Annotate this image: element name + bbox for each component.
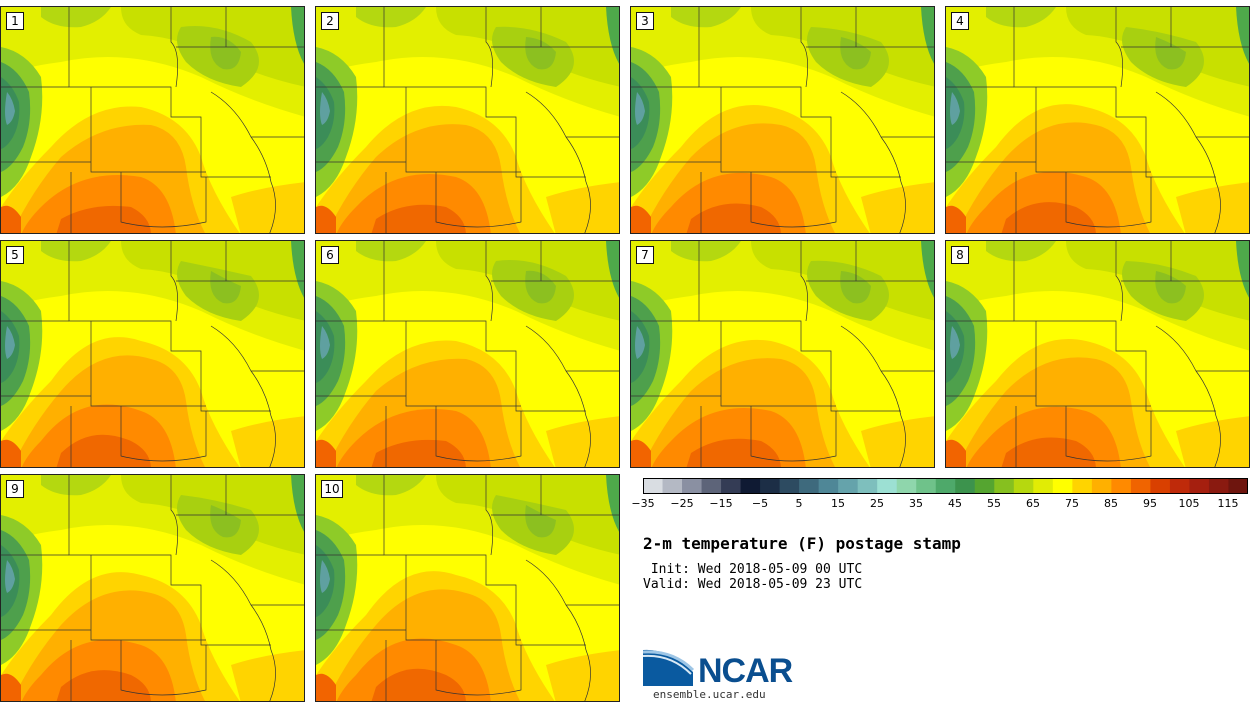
colorbar-tick-label: 75 <box>1065 497 1079 510</box>
colorbar-segment <box>1130 478 1151 494</box>
website-url: ensemble.ucar.edu <box>653 688 766 701</box>
member-number-label: 4 <box>951 12 969 30</box>
colorbar-segment <box>1072 478 1093 494</box>
colorbar-segment <box>857 478 878 494</box>
colorbar-segment <box>682 478 703 494</box>
colorbar-segment <box>1091 478 1112 494</box>
colorbar-segment <box>779 478 800 494</box>
ensemble-member-map: 6 <box>315 240 620 468</box>
colorbar-segment <box>994 478 1015 494</box>
colorbar-segment <box>818 478 839 494</box>
member-number-label: 6 <box>321 246 339 264</box>
colorbar-tick-label: 65 <box>1026 497 1040 510</box>
ensemble-member-map: 4 <box>945 6 1250 234</box>
colorbar-segment <box>896 478 917 494</box>
member-number-label: 8 <box>951 246 969 264</box>
colorbar-segment <box>1208 478 1229 494</box>
colorbar-segment <box>1111 478 1132 494</box>
colorbar-segment <box>1169 478 1190 494</box>
colorbar-segment <box>721 478 742 494</box>
valid-time: Valid: Wed 2018-05-09 23 UTC <box>643 577 863 592</box>
ensemble-member-map: 8 <box>945 240 1250 468</box>
colorbar-tick-label: 35 <box>909 497 923 510</box>
colorbar-segment <box>877 478 898 494</box>
colorbar-tick-label: 5 <box>795 497 803 510</box>
ensemble-member-map: 9 <box>0 474 305 702</box>
ensemble-member-map: 1 <box>0 6 305 234</box>
colorbar-tick-label: −15 <box>709 497 733 510</box>
colorbar-segment <box>935 478 956 494</box>
colorbar-tick-label: 45 <box>948 497 962 510</box>
colorbar-tick-label: 15 <box>831 497 845 510</box>
ensemble-member-map: 7 <box>630 240 935 468</box>
colorbar-segment <box>1033 478 1054 494</box>
colorbar-tick-label: 105 <box>1178 497 1200 510</box>
member-number-label: 7 <box>636 246 654 264</box>
colorbar-segment <box>1228 478 1248 494</box>
init-time: Init: Wed 2018-05-09 00 UTC <box>643 562 863 577</box>
ensemble-member-map: 3 <box>630 6 935 234</box>
member-number-label: 10 <box>321 480 343 498</box>
colorbar-segment <box>643 478 664 494</box>
colorbar-tick-labels: −35 −25 −15 −5 5 15 25 35 45 55 65 75 85 95 105 115 <box>631 497 1251 515</box>
colorbar-outline <box>643 478 1248 494</box>
chart-title: 2-m temperature (F) postage stamp <box>643 534 961 553</box>
colorbar-segment <box>1189 478 1210 494</box>
colorbar-segment <box>974 478 995 494</box>
colorbar-segment <box>740 478 761 494</box>
colorbar-tick-label: −5 <box>751 497 769 510</box>
member-number-label: 2 <box>321 12 339 30</box>
colorbar-tick-label: 115 <box>1217 497 1239 510</box>
colorbar-segment <box>701 478 722 494</box>
colorbar-segment <box>1150 478 1171 494</box>
colorbar-segment <box>916 478 937 494</box>
ensemble-member-map: 5 <box>0 240 305 468</box>
colorbar-tick-label: −35 <box>631 497 655 510</box>
ensemble-member-map: 2 <box>315 6 620 234</box>
member-number-label: 1 <box>6 12 24 30</box>
colorbar-tick-label: 55 <box>987 497 1001 510</box>
colorbar-segment <box>955 478 976 494</box>
member-number-label: 9 <box>6 480 24 498</box>
ncar-logo-icon <box>643 649 695 686</box>
colorbar-tick-label: −25 <box>670 497 694 510</box>
colorbar-segment <box>1052 478 1073 494</box>
colorbar-segment <box>760 478 781 494</box>
colorbar-segment <box>799 478 820 494</box>
colorbar-segment <box>838 478 859 494</box>
temperature-colorbar <box>643 478 1248 494</box>
colorbar-segment <box>1013 478 1034 494</box>
colorbar-tick-label: 85 <box>1104 497 1118 510</box>
member-number-label: 3 <box>636 12 654 30</box>
logo-name: NCAR <box>698 652 793 690</box>
colorbar-segment <box>662 478 683 494</box>
ensemble-member-map: 10 <box>315 474 620 702</box>
member-number-label: 5 <box>6 246 24 264</box>
colorbar-tick-label: 95 <box>1143 497 1157 510</box>
colorbar-tick-label: 25 <box>870 497 884 510</box>
